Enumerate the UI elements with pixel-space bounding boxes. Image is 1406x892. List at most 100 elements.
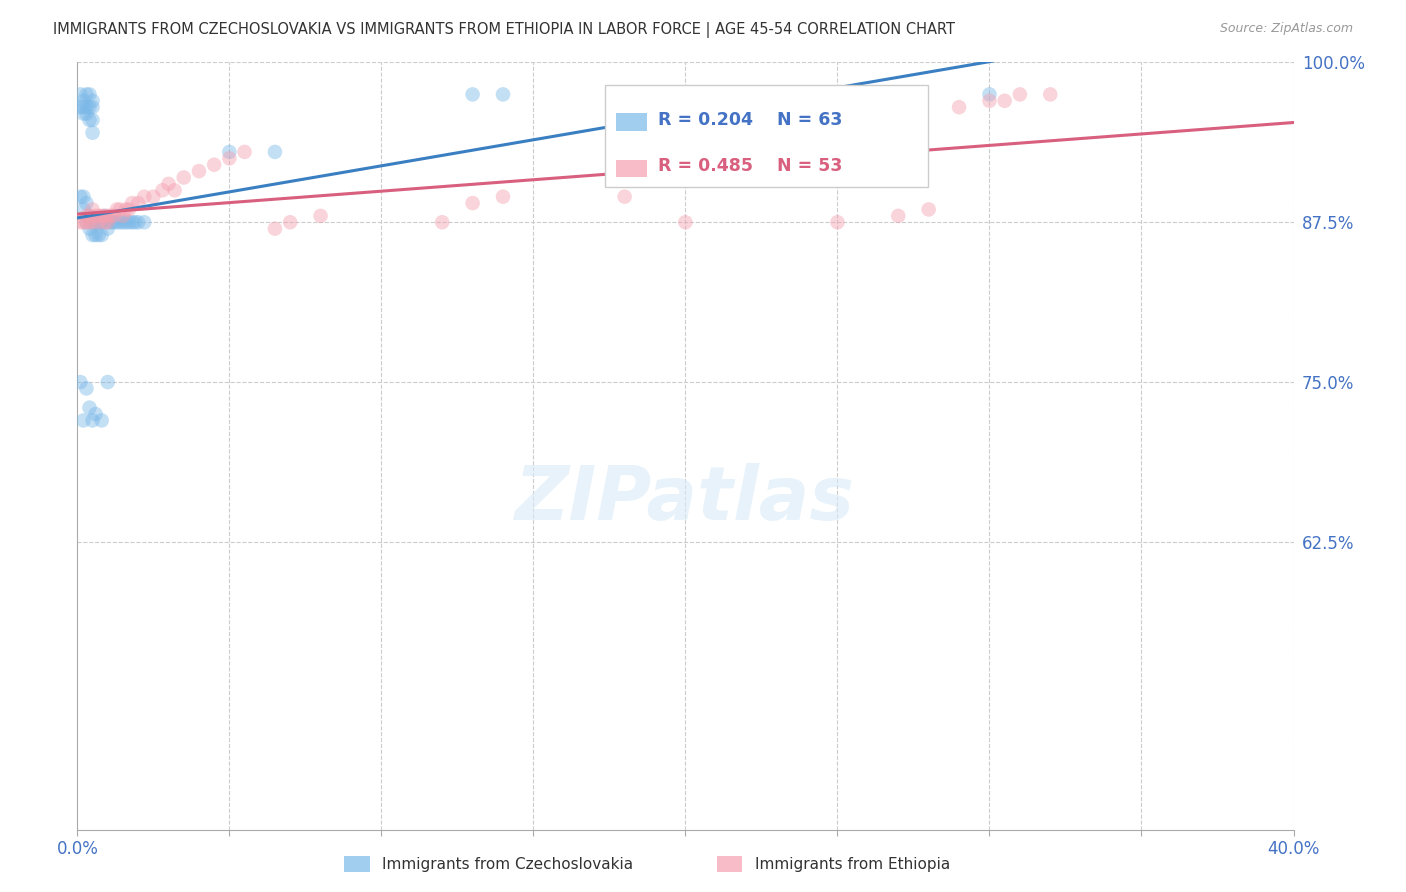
Point (82, 228, 104, 243)
Point (75, 196, 97, 211)
Point (613, 190, 636, 204)
Text: R = 0.485    N = 53: R = 0.485 N = 53 (658, 157, 842, 175)
Point (82, 215, 104, 229)
Point (796, 87, 818, 102)
Point (202, 158, 225, 172)
Point (72, 215, 94, 229)
Point (93, 215, 115, 229)
Point (111, 215, 134, 229)
Point (103, 209, 125, 223)
Point (72, 100, 94, 114)
Point (492, 87, 515, 102)
Point (887, 209, 910, 223)
Point (918, 202, 941, 217)
Point (111, 209, 134, 223)
Point (69, 87, 91, 102)
Point (887, 87, 910, 102)
Point (134, 215, 156, 229)
Point (124, 215, 146, 229)
Point (82, 113, 104, 128)
Point (173, 170, 195, 185)
Point (84, 407, 107, 421)
Point (118, 215, 141, 229)
Point (93, 209, 115, 223)
Point (82, 202, 104, 217)
Point (218, 151, 240, 165)
Point (1039, 87, 1062, 102)
Point (90, 209, 112, 223)
Point (278, 215, 301, 229)
Point (127, 215, 149, 229)
Point (82, 413, 104, 427)
Point (79, 209, 101, 223)
Point (127, 196, 149, 211)
Point (84, 209, 107, 223)
Point (97, 221, 120, 235)
Point (90, 215, 112, 229)
Point (72, 202, 94, 217)
Point (69, 215, 91, 229)
Point (72, 106, 94, 120)
Point (121, 215, 143, 229)
Point (430, 215, 453, 229)
Point (79, 221, 101, 235)
Point (97, 215, 120, 229)
Point (948, 100, 970, 114)
Point (115, 202, 138, 217)
Point (157, 177, 180, 191)
Point (735, 87, 758, 102)
Point (264, 145, 287, 159)
Point (134, 190, 156, 204)
Point (461, 87, 484, 102)
Point (108, 202, 131, 217)
Point (97, 215, 120, 229)
Point (100, 215, 122, 229)
Point (90, 413, 112, 427)
Point (1008, 87, 1031, 102)
Point (87, 215, 110, 229)
Point (72, 190, 94, 204)
Point (79, 100, 101, 114)
Point (90, 228, 112, 243)
Point (90, 215, 112, 229)
Point (115, 215, 138, 229)
Point (105, 215, 128, 229)
Point (79, 215, 101, 229)
Point (492, 190, 515, 204)
Point (100, 209, 122, 223)
Point (69, 375, 91, 389)
Point (87, 228, 110, 243)
Point (75, 106, 97, 120)
Point (97, 375, 120, 389)
Point (84, 228, 107, 243)
Point (75, 215, 97, 229)
Point (82, 94, 104, 108)
Point (72, 413, 94, 427)
Point (118, 202, 141, 217)
Point (188, 164, 211, 178)
Point (84, 215, 107, 229)
Text: Immigrants from Ethiopia: Immigrants from Ethiopia (755, 857, 950, 871)
Point (105, 202, 128, 217)
Point (163, 183, 186, 197)
Point (79, 113, 101, 128)
Point (87, 209, 110, 223)
Point (75, 100, 97, 114)
Point (75, 87, 97, 102)
Point (218, 145, 240, 159)
Text: IMMIGRANTS FROM CZECHOSLOVAKIA VS IMMIGRANTS FROM ETHIOPIA IN LABOR FORCE | AGE : IMMIGRANTS FROM CZECHOSLOVAKIA VS IMMIGR… (53, 22, 956, 38)
Point (69, 190, 91, 204)
Point (108, 215, 131, 229)
Point (675, 215, 697, 229)
Point (97, 209, 120, 223)
Point (979, 87, 1001, 102)
Point (79, 401, 101, 415)
Point (75, 215, 97, 229)
Point (72, 94, 94, 108)
Point (75, 209, 97, 223)
Text: ZIPatlas: ZIPatlas (516, 463, 855, 536)
Point (93, 209, 115, 223)
Point (79, 87, 101, 102)
Point (152, 183, 174, 197)
Point (142, 190, 165, 204)
